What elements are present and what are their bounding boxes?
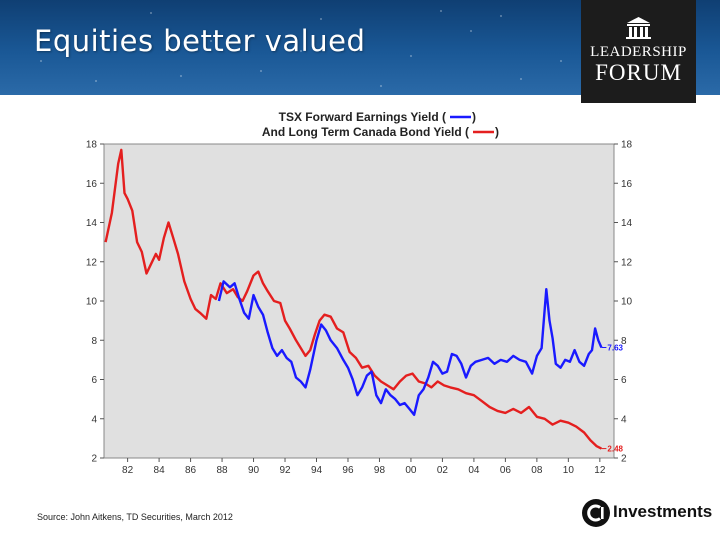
header-dot [520, 78, 522, 80]
x-tick-label: 98 [374, 465, 386, 476]
x-tick-label: 88 [216, 465, 228, 476]
y-tick-label-right: 18 [621, 140, 633, 151]
x-tick-label: 00 [405, 465, 417, 476]
x-tick-label: 92 [279, 465, 291, 476]
y-tick-label-left: 8 [91, 336, 97, 347]
logo-line-1: LEADERSHIP [590, 44, 687, 60]
temple-icon [626, 17, 651, 39]
plot-area [103, 143, 615, 459]
x-tick-label: 02 [437, 465, 449, 476]
header-dot [470, 30, 472, 32]
series-lines: 2.48 7.63 [104, 148, 624, 454]
header-dot [320, 18, 322, 20]
y-tick-label-left: 4 [91, 414, 97, 425]
y-tick-label-right: 6 [621, 375, 627, 386]
header-dot [410, 55, 412, 57]
x-tick-label: 90 [248, 465, 260, 476]
yield-chart: TSX Forward Earnings Yield ( ) And Long … [86, 110, 633, 477]
chart-title-line-1: TSX Forward Earnings Yield ( [279, 110, 446, 124]
y-tick-label-right: 12 [621, 257, 633, 268]
series-line-bond [104, 148, 602, 450]
series-line-earnings [217, 280, 603, 416]
chart-title-close-1: ) [472, 110, 476, 124]
header-dot [95, 80, 97, 82]
y-tick-label-left: 2 [91, 454, 97, 465]
end-label-earnings: 7.63 [607, 344, 623, 353]
chart-title-line-2: And Long Term Canada Bond Yield ( [262, 125, 469, 139]
x-tick-label: 04 [468, 465, 480, 476]
x-tick-label: 08 [531, 465, 543, 476]
x-tick-label: 94 [311, 465, 323, 476]
x-tick-label: 06 [500, 465, 512, 476]
x-tick-label: 12 [594, 465, 606, 476]
header-dot [40, 60, 42, 62]
header-dot [180, 75, 182, 77]
x-tick-label: 84 [154, 465, 166, 476]
y-tick-label-left: 18 [86, 140, 98, 151]
header-dot [150, 12, 152, 14]
chart-title-close-2: ) [495, 125, 499, 139]
y-tick-label-right: 2 [621, 454, 627, 465]
x-tick-label: 86 [185, 465, 197, 476]
y-tick-label-left: 16 [86, 179, 98, 190]
header-dot [380, 85, 382, 87]
x-tick-label: 10 [563, 465, 575, 476]
header-dot [300, 50, 302, 52]
y-tick-label-right: 8 [621, 336, 627, 347]
leadership-forum-logo: LEADERSHIP FORUM [581, 0, 696, 103]
x-tick-label: 82 [122, 465, 134, 476]
logo-line-2: FORUM [595, 60, 682, 85]
y-tick-label-right: 10 [621, 297, 633, 308]
header-dot [560, 60, 562, 62]
y-tick-label-right: 14 [621, 218, 633, 229]
header-dot [260, 70, 262, 72]
y-tick-label-right: 16 [621, 179, 633, 190]
brand-text: Investments [613, 502, 713, 521]
y-tick-label-left: 12 [86, 257, 98, 268]
header-dot [210, 40, 212, 42]
x-tick-label: 96 [342, 465, 354, 476]
end-label-bond: 2.48 [607, 445, 623, 454]
ci-logo-icon [582, 499, 610, 527]
y-tick-label-right: 4 [621, 414, 627, 425]
source-note: Source: John Aitkens, TD Securities, Mar… [37, 512, 233, 522]
header-dot [500, 15, 502, 17]
header-dot [440, 10, 442, 12]
slide-title: Equities better valued [34, 24, 366, 58]
y-tick-label-left: 6 [91, 375, 97, 386]
y-tick-label-left: 14 [86, 218, 98, 229]
y-tick-label-left: 10 [86, 297, 98, 308]
